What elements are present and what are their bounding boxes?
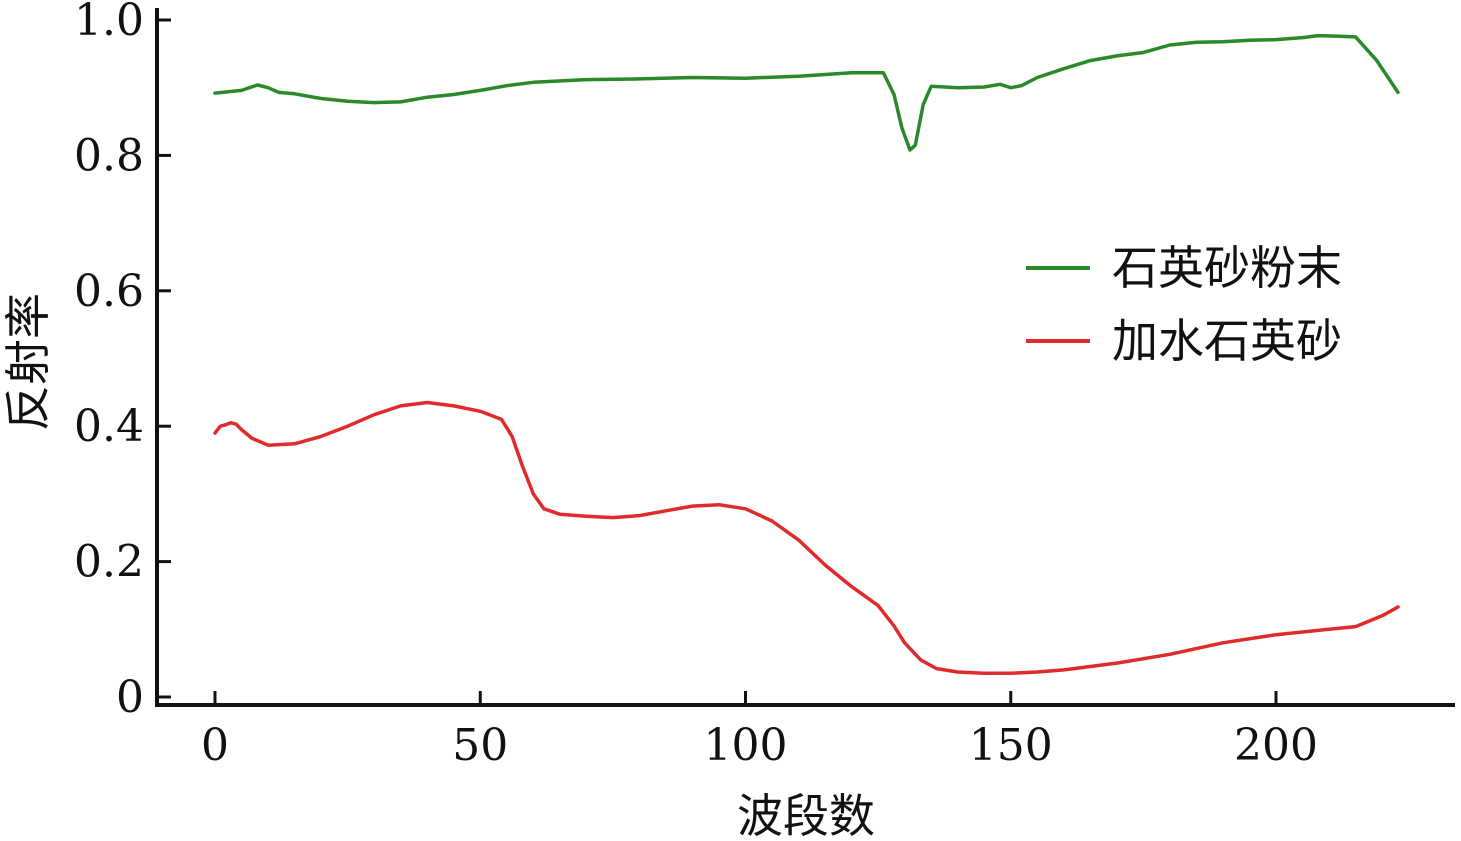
x-axis: 0 50 100 150 200 [157, 691, 1455, 771]
series-line-2 [213, 400, 1400, 676]
x-axis-title: 波段数 [737, 789, 875, 841]
y-axis: 0 0.2 0.4 0.6 0.8 1.0 [74, 0, 171, 723]
x-tick-label: 0 [201, 720, 229, 771]
x-tick-label: 100 [704, 720, 788, 771]
y-tick-label: 0.4 [74, 401, 144, 452]
y-tick-label: 0.6 [74, 266, 144, 317]
y-axis-title: 反射率 [1, 293, 55, 431]
legend-label-1: 石英砂粉末 [1112, 241, 1342, 295]
series-layer [213, 33, 1400, 676]
y-tick-label: 0.2 [74, 537, 144, 588]
x-tick-label: 50 [452, 720, 508, 771]
series-line-1 [213, 33, 1400, 152]
y-tick-label: 0 [116, 672, 144, 723]
x-tick-label: 200 [1234, 720, 1318, 771]
x-tick-label: 150 [969, 720, 1053, 771]
legend-label-2: 加水石英砂 [1112, 314, 1342, 368]
y-tick-label: 0.8 [74, 130, 144, 181]
y-tick-label: 1.0 [74, 0, 144, 46]
